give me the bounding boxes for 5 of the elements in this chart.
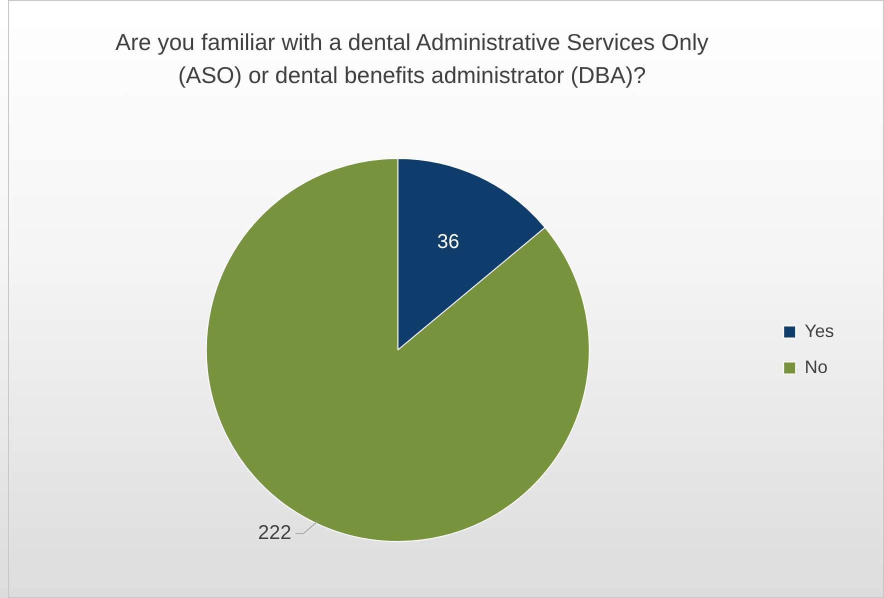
chart-title: Are you familiar with a dental Administrative Services Only (ASO) or dental benefits administrator (DBA)? [114,28,710,90]
data-label: 222 [258,522,292,544]
data-label: 36 [437,231,460,254]
legend-label: No [804,356,828,377]
legend-label: Yes [804,320,834,341]
